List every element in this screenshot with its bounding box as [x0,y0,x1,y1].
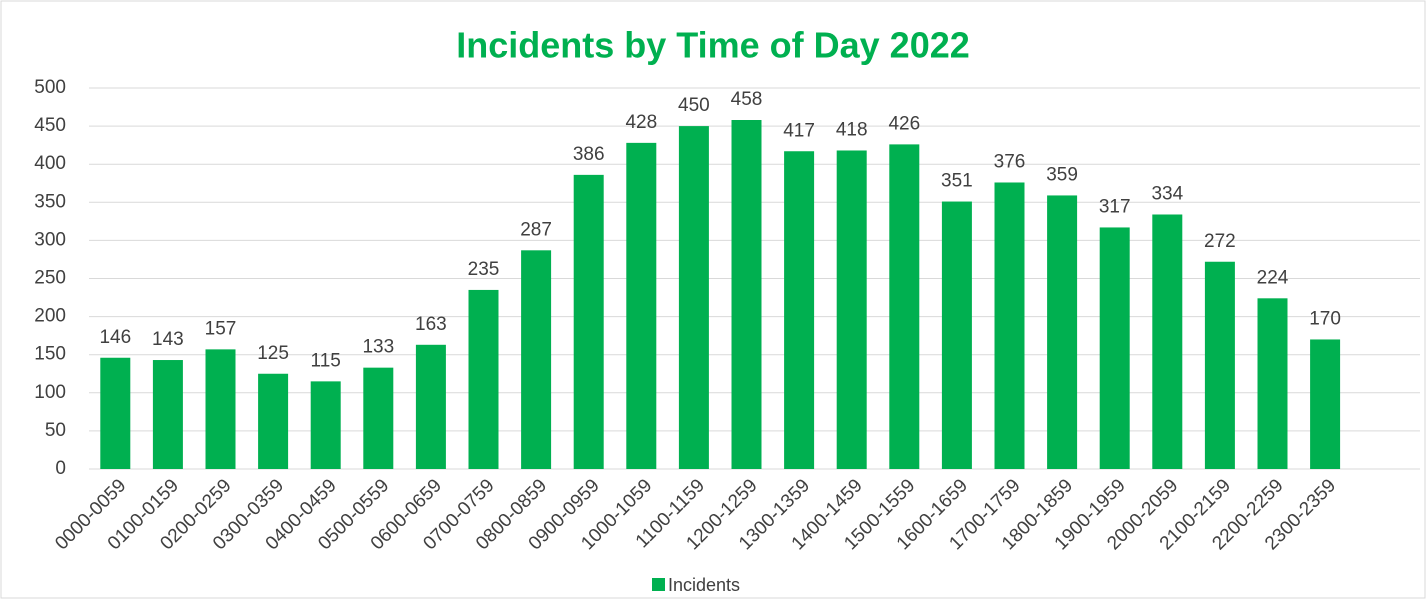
y-tick-label: 400 [34,153,66,174]
y-tick-label: 200 [34,306,66,327]
data-label: 450 [678,95,710,116]
bar [1257,298,1288,469]
y-tick-label: 500 [34,77,66,98]
data-label: 133 [362,337,394,358]
y-tick-label: 150 [34,344,66,365]
bar [731,120,762,469]
data-label: 157 [205,318,237,339]
data-label: 386 [573,144,605,165]
bar [626,142,657,469]
y-tick-label: 300 [34,229,66,250]
data-label: 428 [625,112,657,133]
data-label: 235 [468,259,500,280]
data-label: 351 [941,171,973,192]
bar [310,381,341,469]
data-label: 143 [152,329,184,350]
data-label: 359 [1046,164,1078,185]
bar [1099,227,1130,469]
data-label: 426 [888,113,920,134]
data-label: 146 [99,327,131,348]
bar [468,289,499,469]
data-label: 458 [731,89,763,110]
bar [521,250,552,469]
data-label: 417 [783,120,815,141]
bar [1310,339,1341,469]
data-label: 272 [1204,231,1236,252]
legend-label: Incidents [668,575,740,595]
data-label: 317 [1099,196,1131,217]
bar [100,357,131,469]
bar [836,150,867,469]
bar [994,182,1025,469]
bar [573,174,604,470]
bar [889,144,920,469]
data-label: 334 [1151,184,1183,205]
data-label: 224 [1257,267,1289,288]
y-tick-label: 350 [34,191,66,212]
data-label: 163 [415,314,447,335]
y-tick-label: 250 [34,268,66,289]
chart-title: Incidents by Time of Day 2022 [456,25,970,66]
bar [678,126,709,469]
y-tick-label: 450 [34,115,66,136]
bar [152,360,183,469]
y-tick-label: 0 [55,458,66,479]
bar [1047,195,1078,469]
bar [784,151,815,469]
bar [258,373,289,469]
data-label: 418 [836,119,868,140]
data-label: 115 [311,350,341,371]
data-label: 170 [1309,308,1341,329]
data-label: 287 [520,219,552,240]
data-label: 376 [994,152,1026,173]
y-tick-label: 100 [34,382,66,403]
bar [1152,214,1183,469]
bar [415,344,446,469]
bar [1204,261,1235,469]
data-label: 125 [257,343,289,364]
legend-swatch [652,578,665,591]
bar [363,367,394,469]
bar [205,349,236,469]
y-tick-label: 50 [45,420,66,441]
bar [941,201,972,469]
